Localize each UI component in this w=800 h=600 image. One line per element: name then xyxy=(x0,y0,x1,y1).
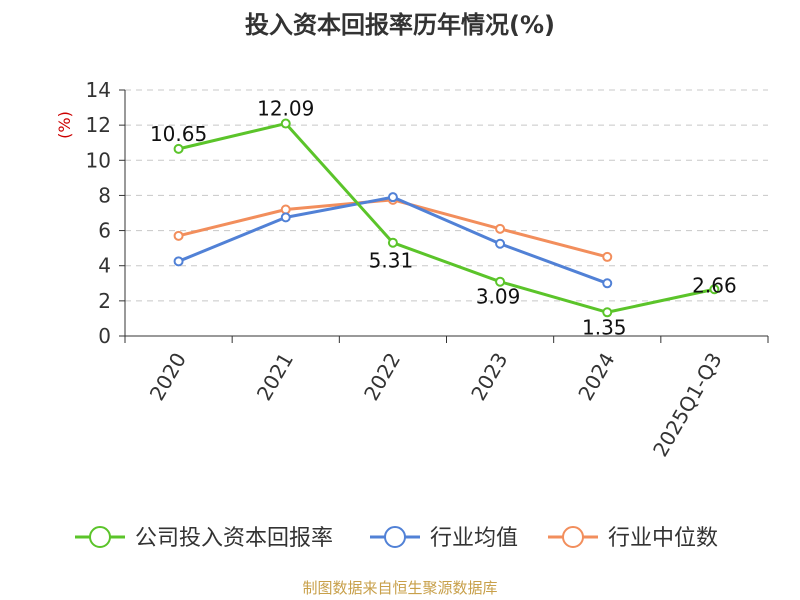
series-0 xyxy=(173,118,720,318)
x-tick-label: 2025Q1-Q3 xyxy=(648,349,727,461)
data-point xyxy=(387,237,398,248)
y-tick-label: 10 xyxy=(86,148,111,172)
axes: 0 2 4 6 8 10 12 14 2020 2021 2022 2023 2024 2025Q1-Q3 xyxy=(86,78,769,461)
data-point xyxy=(602,251,613,262)
x-tick-label: 2024 xyxy=(573,349,619,405)
legend-marker xyxy=(89,526,111,548)
data-label: 12.09 xyxy=(257,97,314,121)
y-tick-label: 2 xyxy=(98,289,111,313)
x-tick-label: 2021 xyxy=(252,349,298,405)
legend-item-0[interactable]: 公司投入资本回报率 xyxy=(75,526,333,551)
legend-label: 公司投入资本回报率 xyxy=(135,526,333,551)
data-point xyxy=(173,143,184,154)
series-line xyxy=(178,122,715,314)
data-point xyxy=(495,276,506,287)
data-point xyxy=(280,212,291,223)
data-point xyxy=(280,118,291,129)
legend-label: 行业中位数 xyxy=(608,526,718,551)
grid-lines xyxy=(125,89,768,302)
legend-item-1[interactable]: 行业均值 xyxy=(370,526,518,551)
y-tick-label: 4 xyxy=(98,254,111,278)
data-point xyxy=(602,307,613,318)
data-point xyxy=(280,204,291,215)
y-tick-label: 14 xyxy=(86,78,111,102)
legend-item-2[interactable]: 行业中位数 xyxy=(548,526,718,551)
legend: 公司投入资本回报率 行业均值 行业中位数 xyxy=(75,526,718,551)
data-label: 2.66 xyxy=(692,273,737,297)
y-tick-label: 6 xyxy=(98,219,111,243)
series-1 xyxy=(173,192,613,289)
data-point xyxy=(709,284,720,295)
data-label: 1.35 xyxy=(582,315,627,339)
data-point xyxy=(173,256,184,267)
data-label: 10.65 xyxy=(150,122,207,146)
data-point xyxy=(495,223,506,234)
data-label: 5.31 xyxy=(369,249,414,273)
data-point xyxy=(387,192,398,203)
y-tick-label: 0 xyxy=(98,324,111,348)
y-tick-label: 8 xyxy=(98,183,111,207)
y-tick-label: 12 xyxy=(86,113,111,137)
x-tick-label: 2022 xyxy=(359,349,405,405)
legend-marker xyxy=(562,526,584,548)
data-point xyxy=(602,278,613,289)
legend-label: 行业均值 xyxy=(430,526,518,551)
data-labels: 10.65 12.09 5.31 3.09 1.35 2.66 xyxy=(150,97,737,340)
data-point xyxy=(173,230,184,241)
y-axis-label: (%) xyxy=(55,111,74,139)
data-label: 3.09 xyxy=(476,285,521,309)
series-layer xyxy=(173,118,720,318)
x-tick-label: 2023 xyxy=(466,349,512,405)
x-tick-label: 2020 xyxy=(145,349,191,405)
chart-title: 投入资本回报率历年情况(%) xyxy=(245,11,555,39)
data-point xyxy=(495,238,506,249)
source-note: 制图数据来自恒生聚源数据库 xyxy=(302,579,497,597)
legend-marker xyxy=(384,526,406,548)
